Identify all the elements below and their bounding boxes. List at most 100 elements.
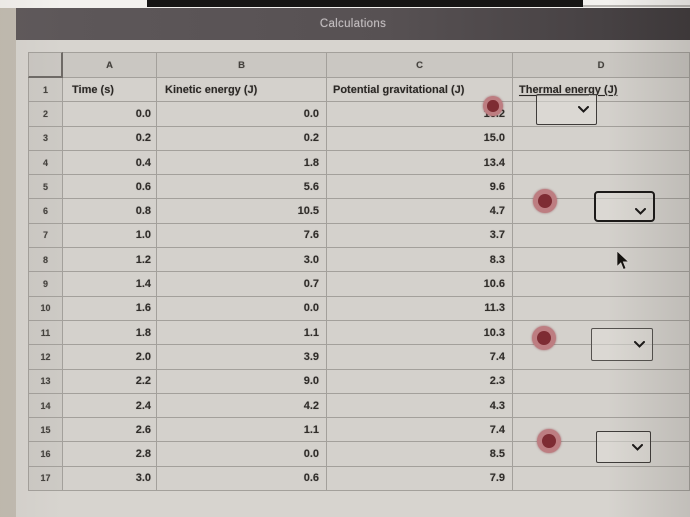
thermal-energy-dropdown[interactable] (596, 431, 651, 463)
cell-time[interactable]: 1.4 (63, 272, 157, 297)
cell-thermal-energy[interactable] (513, 393, 690, 419)
row-number: 9 (28, 272, 63, 297)
row-number: 7 (28, 223, 63, 249)
cell-kinetic-energy[interactable]: 0.7 (157, 272, 327, 297)
window-titlebar: Calculations (16, 8, 690, 40)
cell-potential-energy[interactable]: 16.2 (327, 102, 513, 127)
photo-left-edge (0, 0, 16, 517)
header-cell-time[interactable]: Time (s) (63, 78, 157, 103)
cell-potential-energy[interactable]: 4.7 (327, 199, 513, 224)
cell-kinetic-energy[interactable]: 1.1 (157, 320, 327, 346)
row-number: 1 (28, 78, 63, 103)
header-cell-kinetic-energy[interactable]: Kinetic energy (J) (157, 78, 327, 103)
row-number: 3 (28, 126, 63, 151)
chevron-down-icon (632, 443, 643, 451)
cell-time[interactable]: 0.4 (63, 150, 157, 176)
red-marker-icon (537, 429, 561, 453)
cell-time[interactable]: 1.6 (63, 296, 157, 321)
cell-potential-energy[interactable]: 3.7 (327, 223, 513, 249)
column-header-d: D (513, 52, 690, 78)
cell-potential-energy[interactable]: 7.4 (327, 345, 513, 370)
cell-thermal-energy[interactable] (513, 126, 690, 151)
row-number: 15 (28, 418, 63, 443)
top-gray-line (583, 5, 690, 7)
cell-potential-energy[interactable]: 7.4 (327, 418, 513, 443)
cell-kinetic-energy[interactable]: 3.9 (157, 345, 327, 370)
row-number: 12 (28, 345, 63, 370)
row-number: 2 (28, 102, 63, 127)
chevron-down-icon (634, 341, 645, 348)
row-number: 10 (28, 296, 63, 321)
cell-potential-energy[interactable]: 13.4 (327, 150, 513, 176)
cell-thermal-energy[interactable] (513, 272, 690, 297)
cell-thermal-energy[interactable] (513, 296, 690, 321)
chevron-down-icon (578, 106, 589, 113)
cell-thermal-energy[interactable] (513, 466, 690, 492)
cell-kinetic-energy[interactable]: 9.0 (157, 369, 327, 394)
cell-kinetic-energy[interactable]: 7.6 (157, 223, 327, 249)
cell-potential-energy[interactable]: 9.6 (327, 175, 513, 200)
row-number: 17 (28, 466, 63, 492)
header-cell-potential-energy[interactable]: Potential gravitational (J) (327, 78, 513, 103)
thermal-energy-dropdown[interactable] (594, 191, 655, 222)
red-marker-icon (483, 96, 503, 116)
cell-time[interactable]: 0.8 (63, 199, 157, 224)
cell-kinetic-energy[interactable]: 10.5 (157, 199, 327, 224)
cell-kinetic-energy[interactable]: 0.0 (157, 102, 327, 127)
cell-kinetic-energy[interactable]: 0.0 (157, 296, 327, 321)
cell-kinetic-energy[interactable]: 5.6 (157, 175, 327, 200)
cell-time[interactable]: 1.2 (63, 248, 157, 273)
cell-potential-energy[interactable]: 8.5 (327, 442, 513, 467)
row-number: 16 (28, 442, 63, 467)
cell-kinetic-energy[interactable]: 1.8 (157, 150, 327, 176)
cell-time[interactable]: 2.6 (63, 418, 157, 443)
cell-time[interactable]: 1.8 (63, 320, 157, 346)
cell-thermal-energy[interactable] (513, 150, 690, 176)
cell-kinetic-energy[interactable]: 0.6 (157, 466, 327, 492)
row-number: 8 (28, 248, 63, 273)
red-marker-icon (532, 326, 556, 350)
cell-time[interactable]: 0.6 (63, 175, 157, 200)
thermal-energy-dropdown[interactable] (536, 94, 597, 125)
cell-time[interactable]: 2.0 (63, 345, 157, 370)
cell-time[interactable]: 0.2 (63, 126, 157, 151)
cell-thermal-energy[interactable] (513, 248, 690, 273)
row-number: 6 (28, 199, 63, 224)
cell-kinetic-energy[interactable]: 0.2 (157, 126, 327, 151)
cell-time[interactable]: 2.2 (63, 369, 157, 394)
cell-kinetic-energy[interactable]: 1.1 (157, 418, 327, 443)
row-number: 13 (28, 369, 63, 394)
top-black-bar (147, 0, 583, 7)
cell-potential-energy[interactable]: 8.3 (327, 248, 513, 273)
thermal-energy-dropdown[interactable] (591, 328, 653, 361)
mouse-cursor-icon (616, 250, 630, 270)
cell-kinetic-energy[interactable]: 3.0 (157, 248, 327, 273)
row-number: 5 (28, 175, 63, 200)
cell-time[interactable]: 2.8 (63, 442, 157, 467)
cell-potential-energy[interactable]: 15.0 (327, 126, 513, 151)
cell-kinetic-energy[interactable]: 0.0 (157, 442, 327, 467)
cell-time[interactable]: 1.0 (63, 223, 157, 249)
column-header-b: B (157, 52, 327, 78)
cell-potential-energy[interactable]: 4.3 (327, 393, 513, 419)
row-number: 14 (28, 393, 63, 419)
row-number: 4 (28, 150, 63, 176)
cell-potential-energy[interactable]: 11.3 (327, 296, 513, 321)
cell-potential-energy[interactable]: 7.9 (327, 466, 513, 492)
cell-time[interactable]: 2.4 (63, 393, 157, 419)
cell-potential-energy[interactable]: 10.3 (327, 320, 513, 346)
row-number: 11 (28, 320, 63, 346)
cell-kinetic-energy[interactable]: 4.2 (157, 393, 327, 419)
cell-time[interactable]: 3.0 (63, 466, 157, 492)
cell-thermal-energy[interactable] (513, 223, 690, 249)
cell-thermal-energy[interactable] (513, 369, 690, 394)
window-title: Calculations (319, 18, 387, 30)
cell-time[interactable]: 0.0 (63, 102, 157, 127)
red-marker-icon (533, 189, 557, 213)
column-header-a: A (63, 52, 157, 78)
cell-potential-energy[interactable]: 10.6 (327, 272, 513, 297)
column-header-c: C (327, 52, 513, 78)
cell-potential-energy[interactable]: 2.3 (327, 369, 513, 394)
chevron-down-icon (635, 208, 646, 215)
